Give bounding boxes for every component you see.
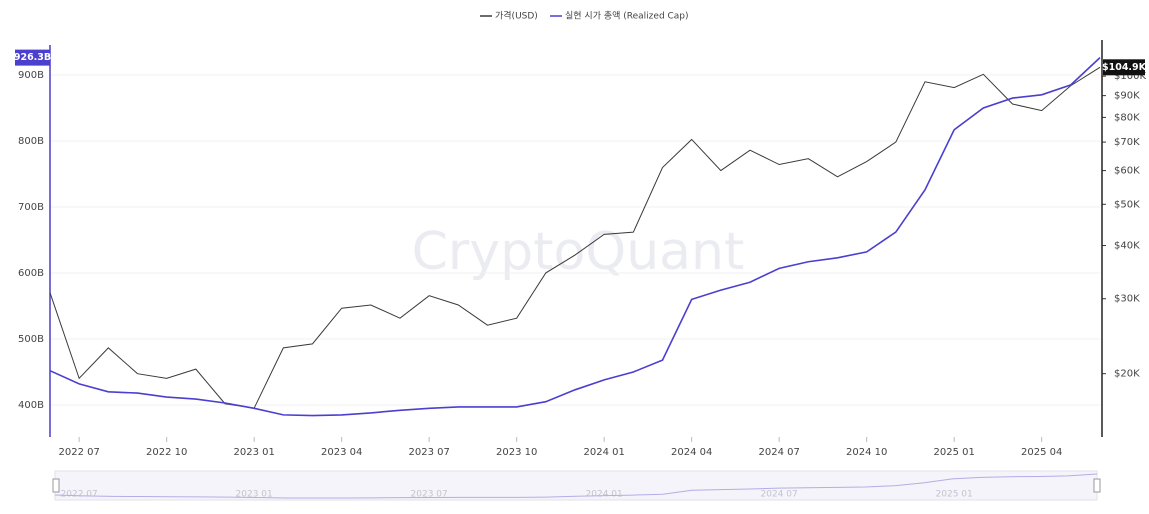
y2-tick-label: $100K [1114, 71, 1146, 82]
y2-tick-label: $80K [1114, 112, 1140, 123]
navigator-handle[interactable] [1093, 478, 1101, 493]
x-tick-label: 2025 04 [1021, 447, 1062, 458]
navigator-line [54, 473, 1098, 499]
navigator-handle[interactable] [52, 478, 60, 493]
x-tick-label: 2023 04 [321, 447, 362, 458]
x-tick-label: 2024 04 [671, 447, 712, 458]
last-value-label: $104.9K [1102, 62, 1147, 73]
x-tick-label: 2025 01 [933, 447, 974, 458]
y-tick-label: 900B [18, 70, 44, 81]
y2-tick-label: $30K [1114, 294, 1140, 305]
y2-tick-label: $50K [1114, 199, 1140, 210]
navigator-label: 2023 01 [236, 490, 273, 500]
x-tick-label: 2023 10 [496, 447, 537, 458]
last-value-label: 926.3B [14, 52, 51, 63]
x-tick-label: 2024 10 [846, 447, 887, 458]
x-tick-label: 2024 01 [583, 447, 624, 458]
watermark: CryptoQuant [412, 222, 745, 282]
x-tick-label: 2023 07 [408, 447, 449, 458]
navigator-label: 2025 01 [936, 490, 973, 500]
navigator-label: 2024 01 [586, 490, 623, 500]
y2-tick-label: $90K [1114, 91, 1140, 102]
navigator-label: 2023 07 [411, 490, 448, 500]
legend-label[interactable]: 가격(USD) [495, 10, 538, 22]
y-tick-label: 700B [18, 202, 44, 213]
navigator[interactable] [54, 470, 1098, 501]
x-tick-label: 2024 07 [758, 447, 799, 458]
y-tick-label: 400B [18, 400, 44, 411]
y-tick-label: 600B [18, 268, 44, 279]
x-tick-label: 2023 01 [233, 447, 274, 458]
last-value-badge [15, 49, 50, 66]
x-tick-label: 2022 07 [58, 447, 99, 458]
x-tick-label: 2022 10 [146, 447, 187, 458]
legend-label[interactable]: 실현 시가 총액 (Realized Cap) [565, 10, 689, 22]
navigator-label: 2024 07 [761, 490, 798, 500]
series-line [49, 57, 1101, 417]
y-tick-label: 800B [18, 136, 44, 147]
y2-tick-label: $40K [1114, 241, 1140, 252]
navigator-label: 2022 07 [61, 490, 98, 500]
y2-tick-label: $70K [1114, 137, 1140, 148]
last-value-badge [1103, 59, 1145, 76]
y2-tick-label: $60K [1114, 166, 1140, 177]
y-tick-label: 500B [18, 334, 44, 345]
y2-tick-label: $20K [1114, 369, 1140, 380]
